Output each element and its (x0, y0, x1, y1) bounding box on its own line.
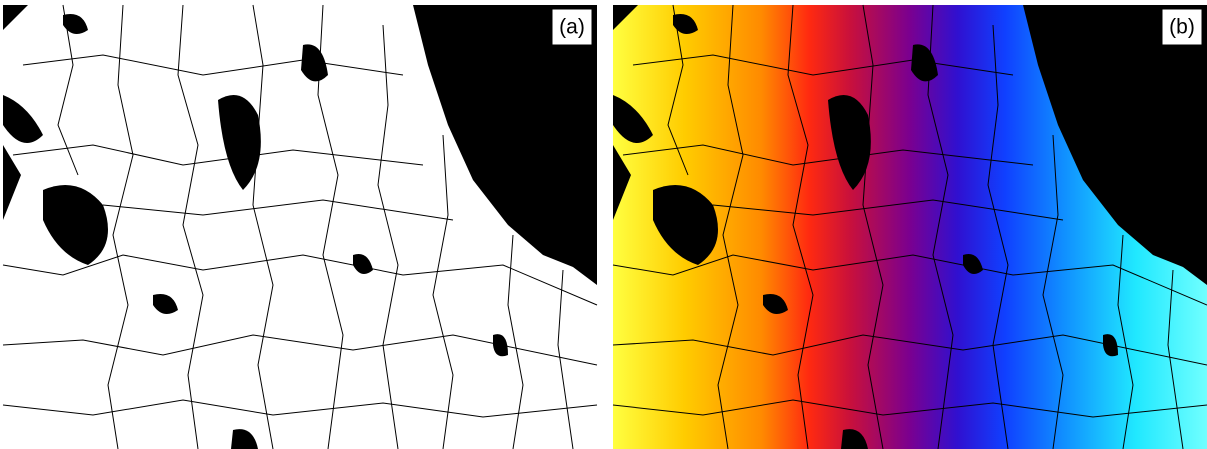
panel-label: (a) (559, 16, 585, 39)
panel-a: (a) (3, 5, 597, 449)
figure: (a) (b) (0, 0, 1207, 449)
panel-b: (b) (613, 5, 1207, 449)
panel-label: (b) (1169, 16, 1195, 39)
page: {"panels": [{"label": "(a)"}, {"label": … (0, 0, 1207, 449)
